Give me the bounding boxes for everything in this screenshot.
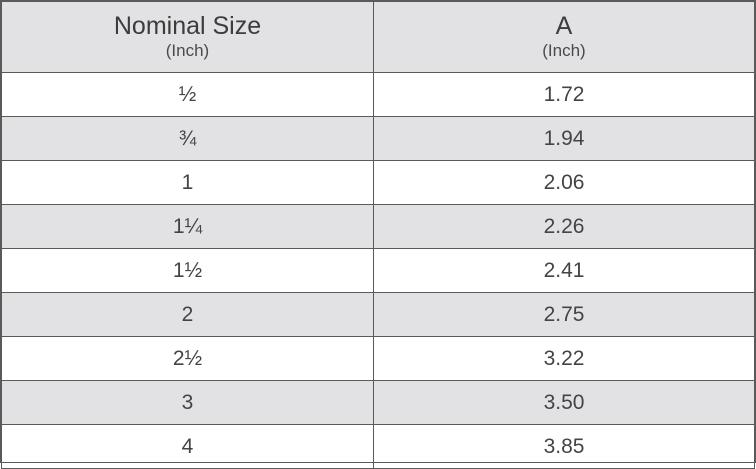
header-a: A (Inch): [373, 1, 755, 73]
header-a-unit: (Inch): [542, 41, 586, 60]
nominal-size-cell: 1¼: [1, 204, 374, 249]
header-nominal-size-label: Nominal Size: [113, 12, 262, 40]
header-nominal-size-unit: (Inch): [165, 41, 210, 60]
a-value-cell: 1.94: [373, 116, 755, 161]
nominal-size-cell: 4: [1, 424, 374, 469]
nominal-size-cell: 1: [1, 160, 374, 205]
a-value-cell: 2.06: [373, 160, 755, 205]
a-value-cell: 2.41: [373, 248, 755, 293]
nominal-size-cell: ½: [1, 72, 374, 117]
a-value-cell: 3.22: [373, 336, 755, 381]
nominal-size-cell: 1½: [1, 248, 374, 293]
nominal-size-cell: 2: [1, 292, 374, 337]
table-row: 2 2.75: [1, 292, 755, 337]
table-row: ¾ 1.94: [1, 116, 755, 161]
table-row: 4 3.85: [1, 424, 755, 469]
header-nominal-size: Nominal Size (Inch): [1, 1, 374, 73]
table-row: 3 3.50: [1, 380, 755, 425]
table-row: ½ 1.72: [1, 72, 755, 117]
table-header-row: Nominal Size (Inch) A (Inch): [1, 1, 755, 73]
nominal-size-cell: ¾: [1, 116, 374, 161]
header-a-label: A: [555, 12, 573, 40]
nominal-size-cell: 2½: [1, 336, 374, 381]
a-value-cell: 3.85: [373, 424, 755, 469]
table-row: 1½ 2.41: [1, 248, 755, 293]
a-value-cell: 3.50: [373, 380, 755, 425]
table-row: 2½ 3.22: [1, 336, 755, 381]
a-value-cell: 2.26: [373, 204, 755, 249]
a-value-cell: 2.75: [373, 292, 755, 337]
a-value-cell: 1.72: [373, 72, 755, 117]
table-row: 1¼ 2.26: [1, 204, 755, 249]
nominal-size-cell: 3: [1, 380, 374, 425]
table-row: 1 2.06: [1, 160, 755, 205]
